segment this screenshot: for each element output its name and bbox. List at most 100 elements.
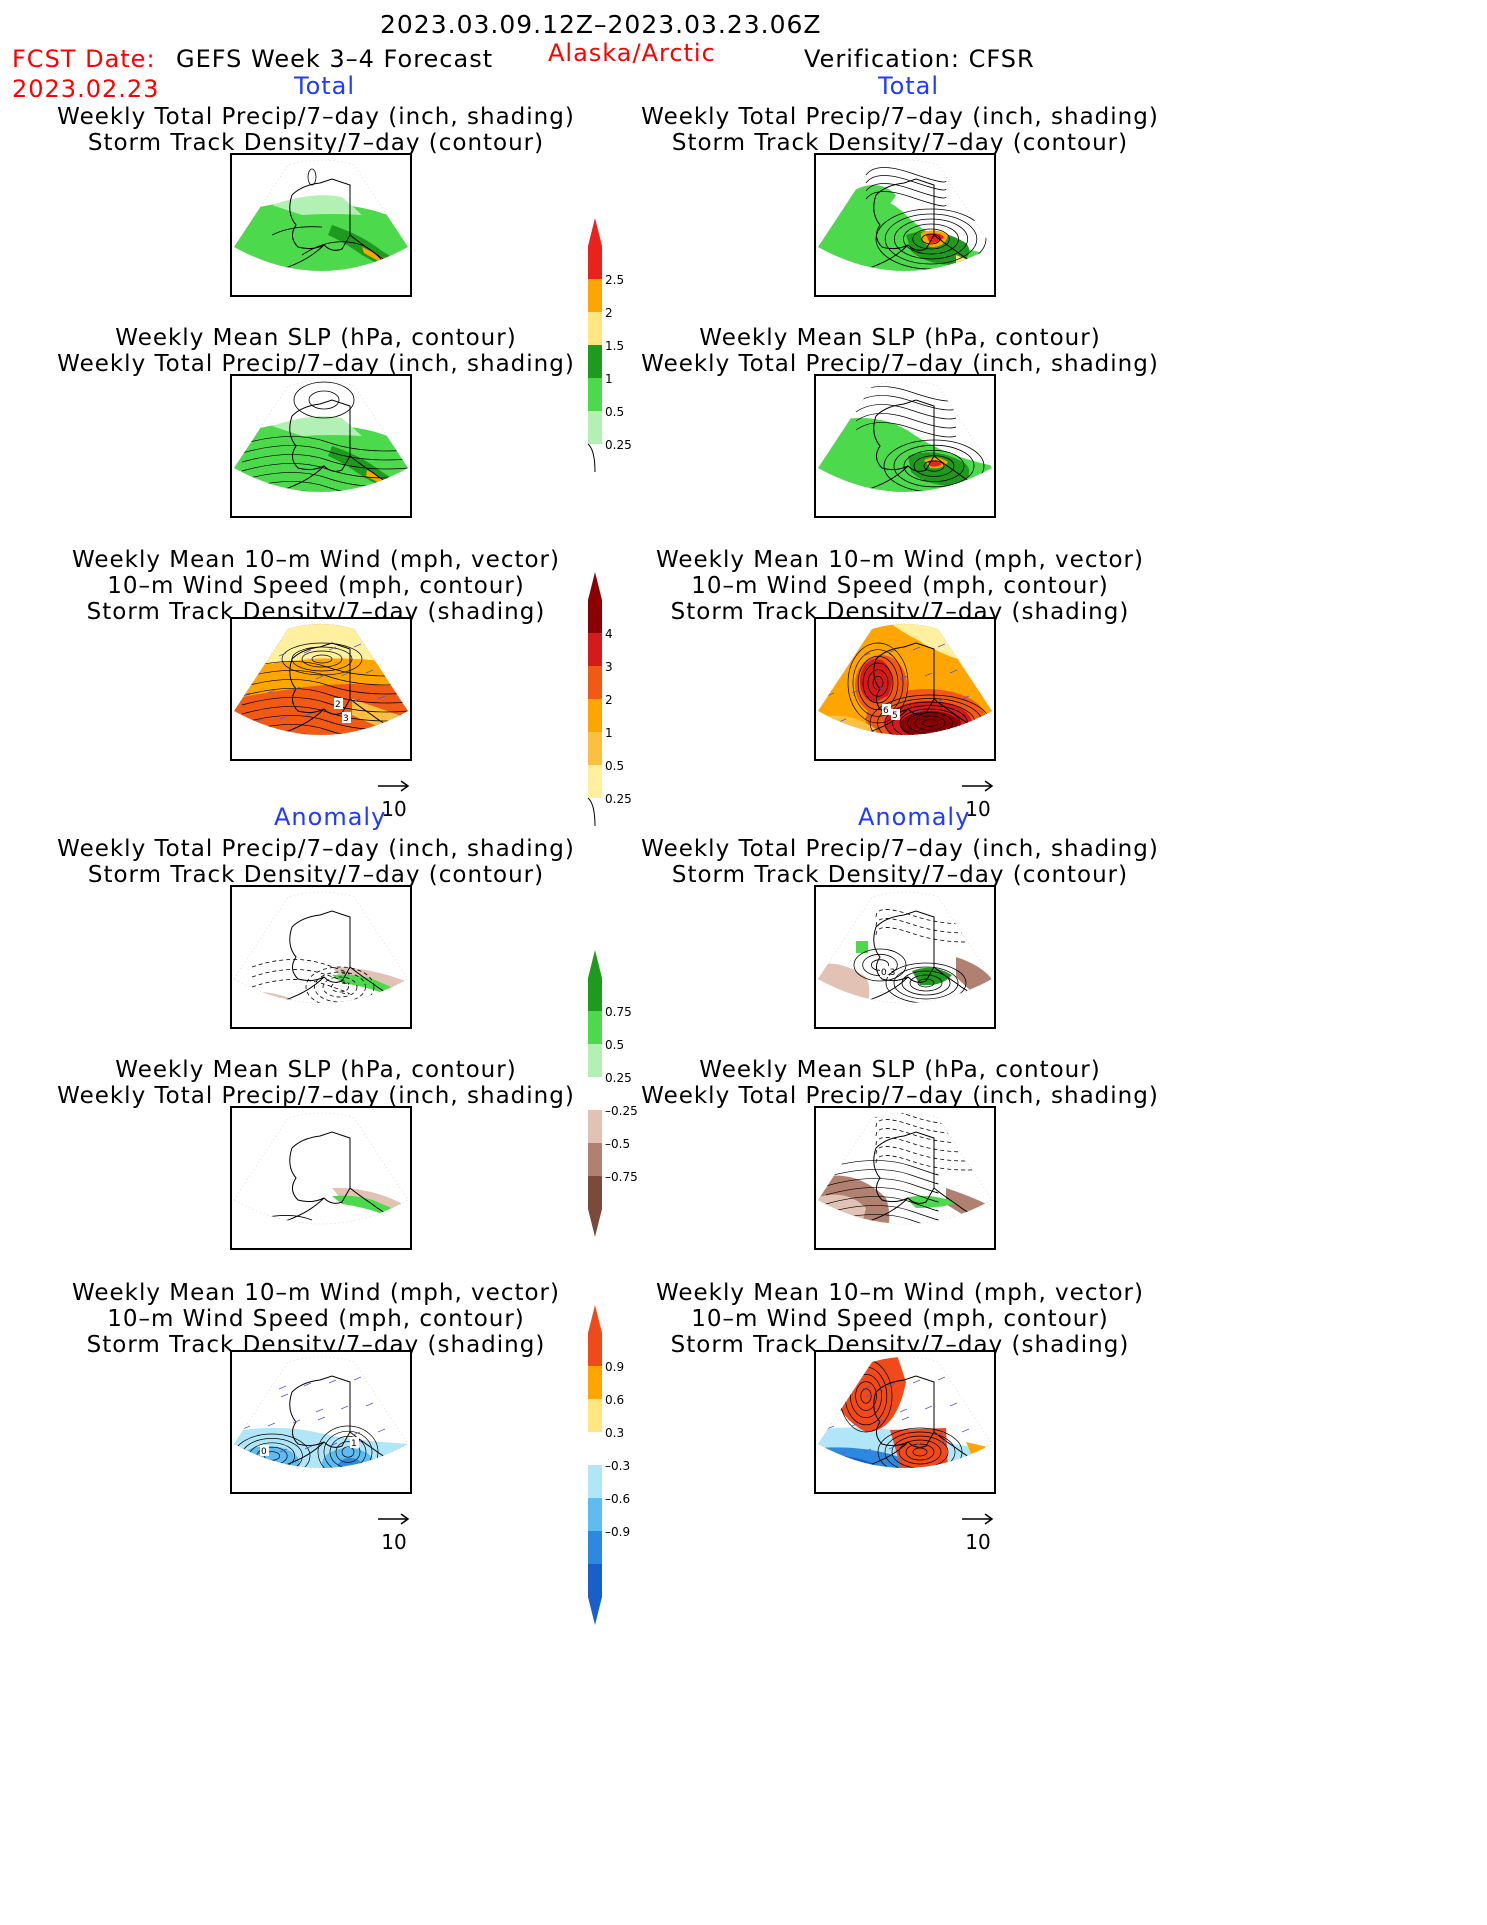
wind-vector xyxy=(950,732,959,735)
colorbar-tick-label: 0.3 xyxy=(605,1426,624,1440)
contour-line xyxy=(251,959,350,975)
contour-line xyxy=(923,460,945,472)
contour-label: 0.3 xyxy=(881,968,895,978)
wind-vector xyxy=(851,1478,858,1481)
shade-precip xyxy=(272,416,362,436)
contour-line xyxy=(241,445,408,461)
coastline xyxy=(291,910,399,1000)
section-total-right: Total xyxy=(878,72,940,100)
contour-line xyxy=(301,650,343,668)
wind-vector xyxy=(242,1425,251,1430)
wind-vector xyxy=(864,1393,873,1398)
colorbar-tick-label: 0.25 xyxy=(605,1071,632,1085)
panel-title: Weekly Mean 10–m Wind (mph, vector) 10–m … xyxy=(655,547,1144,625)
wind-vector xyxy=(389,1454,398,1459)
wind-vector xyxy=(378,640,387,645)
contour-line xyxy=(241,688,408,704)
vector-reference-label: 10 xyxy=(381,797,407,821)
wind-vector xyxy=(926,1469,933,1472)
colorbar-tick-label: –0.25 xyxy=(605,1104,638,1118)
fcst-date: 2023.02.23 xyxy=(12,75,160,103)
colorbar-swatch xyxy=(588,1564,602,1597)
contour-line xyxy=(281,642,363,676)
colorbar-tick-label: 0.5 xyxy=(605,759,624,773)
wind-vector xyxy=(937,1376,946,1381)
contour-line xyxy=(335,1441,361,1463)
contour-label: 0 xyxy=(261,1447,267,1457)
wind-vector xyxy=(241,629,250,634)
contour-line xyxy=(241,724,408,735)
contour-line xyxy=(311,654,333,664)
contour-line xyxy=(341,1446,355,1458)
colorbar-swatch xyxy=(588,1110,602,1143)
wind-vector xyxy=(888,1445,897,1450)
wind-vector xyxy=(267,1478,274,1481)
colorbar-tick-label: 0.75 xyxy=(605,1005,632,1019)
contour-line xyxy=(293,381,355,419)
colorbar-swatch xyxy=(588,732,602,765)
wind-vector xyxy=(352,698,361,703)
wind-vector xyxy=(961,695,970,700)
contour-line xyxy=(875,1119,987,1135)
wind-vector xyxy=(899,675,908,680)
contour-line xyxy=(865,175,947,191)
contour-label: 3 xyxy=(343,714,349,724)
contour-label-bg xyxy=(334,698,343,709)
contour-line xyxy=(875,1155,987,1171)
wind-vector xyxy=(279,715,288,720)
contour-line xyxy=(825,1178,939,1194)
colorbar-tick-label: 1 xyxy=(605,726,613,740)
wind-vector xyxy=(243,1370,252,1375)
contour-line xyxy=(885,962,967,1003)
contour-line xyxy=(922,719,938,727)
contour-line xyxy=(323,1430,373,1468)
wind-vector xyxy=(267,689,276,694)
contour-line xyxy=(912,228,950,250)
map-anom-precip-verification: 0.3 xyxy=(814,885,996,1029)
wind-vector xyxy=(365,669,374,674)
coastline xyxy=(875,1375,983,1465)
wind-vector xyxy=(315,1408,324,1413)
coastline xyxy=(289,1147,351,1204)
colorbar-swatch xyxy=(588,1366,602,1399)
wind-vector xyxy=(352,1431,361,1436)
contour-line xyxy=(305,966,375,1003)
section-anomaly-left: Anomaly xyxy=(274,803,387,831)
contour-label-bg xyxy=(350,1437,359,1448)
wind-vector xyxy=(924,672,933,677)
contour-label-bg xyxy=(882,704,891,715)
section-anomaly-right: Anomaly xyxy=(858,803,971,831)
forecast-name: GEFS Week 3–4 Forecast xyxy=(176,45,494,73)
wind-vector xyxy=(961,1428,970,1433)
colorbar-tick-label: 2 xyxy=(605,306,613,320)
aleutian-chain xyxy=(837,976,909,1003)
panel-title: Weekly Mean SLP (hPa, contour) Weekly Tot… xyxy=(641,1057,1159,1109)
contour-line xyxy=(905,1443,935,1461)
coastline xyxy=(873,1391,935,1448)
contour-line xyxy=(857,655,899,711)
shade-storm xyxy=(234,658,408,699)
wind-vector xyxy=(864,660,873,665)
panel-title: Weekly Mean SLP (hPa, contour) Weekly Tot… xyxy=(641,325,1159,377)
wind-vector xyxy=(936,698,945,703)
wind-vector xyxy=(390,1399,399,1404)
contour-line xyxy=(241,463,408,479)
map-total-precip-verification xyxy=(814,153,996,297)
wind-vector xyxy=(926,736,933,739)
colorbar-swatch xyxy=(588,633,602,666)
contour-line xyxy=(825,1196,939,1212)
colorbar-precip-total: 2.5 2 1.5 1 0.5 0.25 xyxy=(585,218,655,486)
shade-precip xyxy=(956,255,992,271)
colorbar-swatch xyxy=(588,765,602,798)
contour-label-bg xyxy=(880,966,889,977)
wind-vector xyxy=(887,1382,896,1387)
contour-line xyxy=(867,669,889,697)
panel-title: Weekly Total Precip/7–day (inch, shading… xyxy=(57,836,575,888)
contour-line xyxy=(855,1381,877,1411)
wind-vector xyxy=(278,1385,287,1390)
colorbar-tick-label: –0.75 xyxy=(605,1170,638,1184)
shade-precip xyxy=(382,259,400,271)
colorbar-precip-anomaly: 0.75 0.5 0.25 –0.25 –0.5 –0.75 xyxy=(585,950,655,1251)
coastline xyxy=(873,926,935,983)
